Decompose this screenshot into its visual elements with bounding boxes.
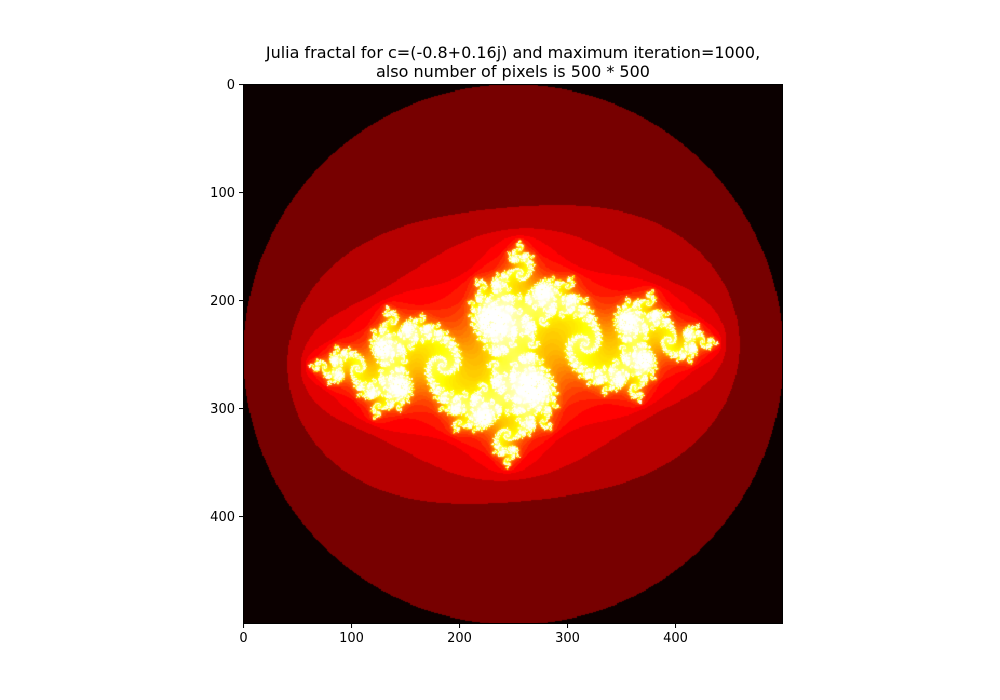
y-axis: 0 100 200 300 400 — [210, 78, 243, 525]
axes-frame — [243, 84, 783, 624]
x-tick-label: 400 — [663, 631, 688, 646]
y-tick-label: 200 — [210, 294, 235, 309]
y-tick-label: 0 — [227, 78, 235, 93]
x-axis: 0 100 200 300 400 — [239, 624, 688, 646]
julia-fractal-image — [243, 84, 783, 624]
chart-title: Julia fractal for c=(-0.8+0.16j) and max… — [265, 43, 761, 62]
x-tick-label: 300 — [555, 631, 580, 646]
chart-subtitle: also number of pixels is 500 * 500 — [376, 62, 650, 81]
y-tick-label: 100 — [210, 186, 235, 201]
x-tick-label: 200 — [447, 631, 472, 646]
y-tick-label: 300 — [210, 402, 235, 417]
x-tick-label: 100 — [339, 631, 364, 646]
y-tick-label: 400 — [210, 510, 235, 525]
x-tick-label: 0 — [239, 631, 247, 646]
